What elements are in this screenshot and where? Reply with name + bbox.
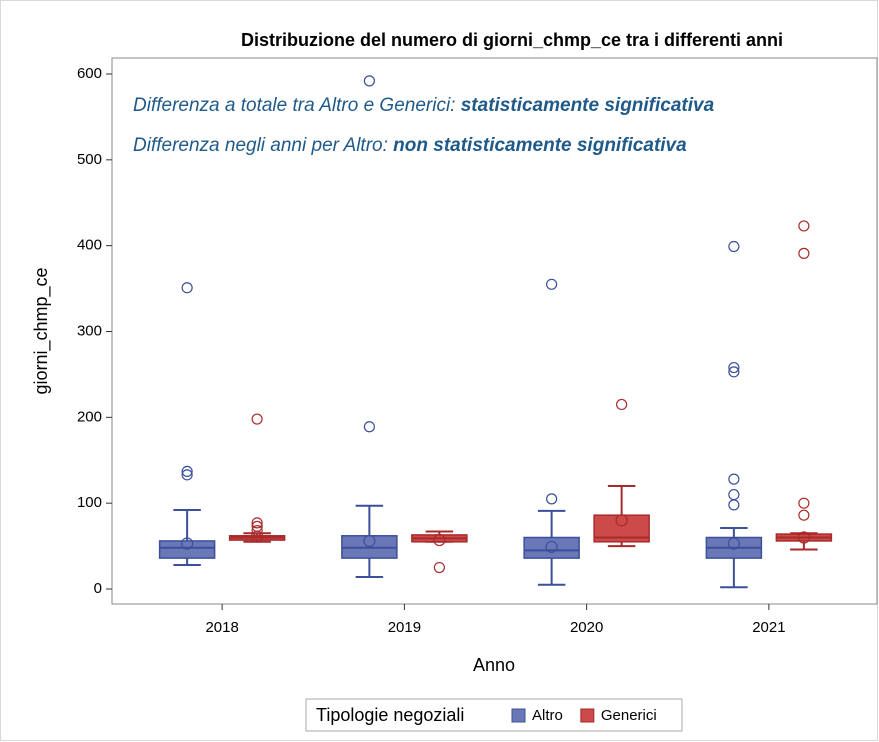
outlier	[181, 282, 193, 294]
y-tick-label: 500	[77, 151, 102, 168]
mean	[545, 540, 558, 554]
outlier	[363, 421, 375, 433]
outlier	[728, 366, 740, 378]
outlier	[798, 509, 810, 521]
annotation-emphasis: non statisticamente significativa	[393, 135, 687, 156]
y-tick-label: 0	[94, 580, 102, 597]
annotation-text: Differenza a totale tra Altro e Generici…	[133, 95, 461, 116]
outlier	[798, 220, 810, 232]
annotation: Differenza a totale tra Altro e Generici…	[133, 95, 715, 116]
legend-label: Generici	[601, 707, 657, 724]
outlier	[363, 75, 375, 87]
y-axis-label: giorni_chmp_ce	[31, 267, 52, 394]
outlier	[251, 517, 263, 529]
legend-swatch	[580, 708, 595, 723]
y-tick-label: 300	[77, 322, 102, 339]
outlier	[798, 497, 810, 509]
legend-title: Tipologie negoziali	[316, 705, 464, 725]
annotation: Differenza negli anni per Altro: non sta…	[133, 135, 687, 156]
outlier	[251, 520, 263, 532]
y-tick-label: 100	[77, 494, 102, 511]
y-tick-label: 200	[77, 408, 102, 425]
legend-label: Altro	[532, 707, 563, 724]
x-tick-label: 2018	[205, 619, 238, 636]
mean	[363, 534, 376, 548]
x-tick-label: 2020	[570, 619, 603, 636]
chart-title: Distribuzione del numero di giorni_chmp_…	[241, 30, 783, 50]
x-tick-label: 2021	[752, 619, 785, 636]
outlier	[728, 240, 740, 253]
mean	[615, 514, 628, 527]
outlier	[728, 499, 740, 511]
annotation-emphasis: statisticamente significativa	[461, 95, 715, 116]
outlier	[728, 473, 740, 485]
outlier	[546, 493, 558, 505]
x-axis-label: Anno	[473, 655, 515, 675]
mean	[797, 531, 810, 544]
outlier	[251, 525, 263, 537]
legend-frame	[305, 698, 683, 732]
outlier	[251, 413, 263, 425]
outlier	[181, 465, 193, 478]
y-tick-label: 600	[77, 65, 102, 82]
y-tick-label: 400	[77, 237, 102, 254]
legend-swatch	[511, 708, 526, 723]
x-tick-label: 2019	[388, 619, 421, 636]
box	[523, 536, 580, 559]
outlier	[728, 361, 740, 374]
outlier	[433, 561, 445, 574]
outlier	[616, 398, 628, 411]
outlier	[546, 278, 558, 290]
mean	[433, 533, 446, 547]
outlier	[181, 469, 193, 481]
outlier	[798, 247, 810, 259]
mean	[727, 537, 740, 550]
outlier	[728, 488, 740, 501]
mean	[181, 537, 194, 550]
annotation-text: Differenza negli anni per Altro:	[133, 135, 393, 156]
